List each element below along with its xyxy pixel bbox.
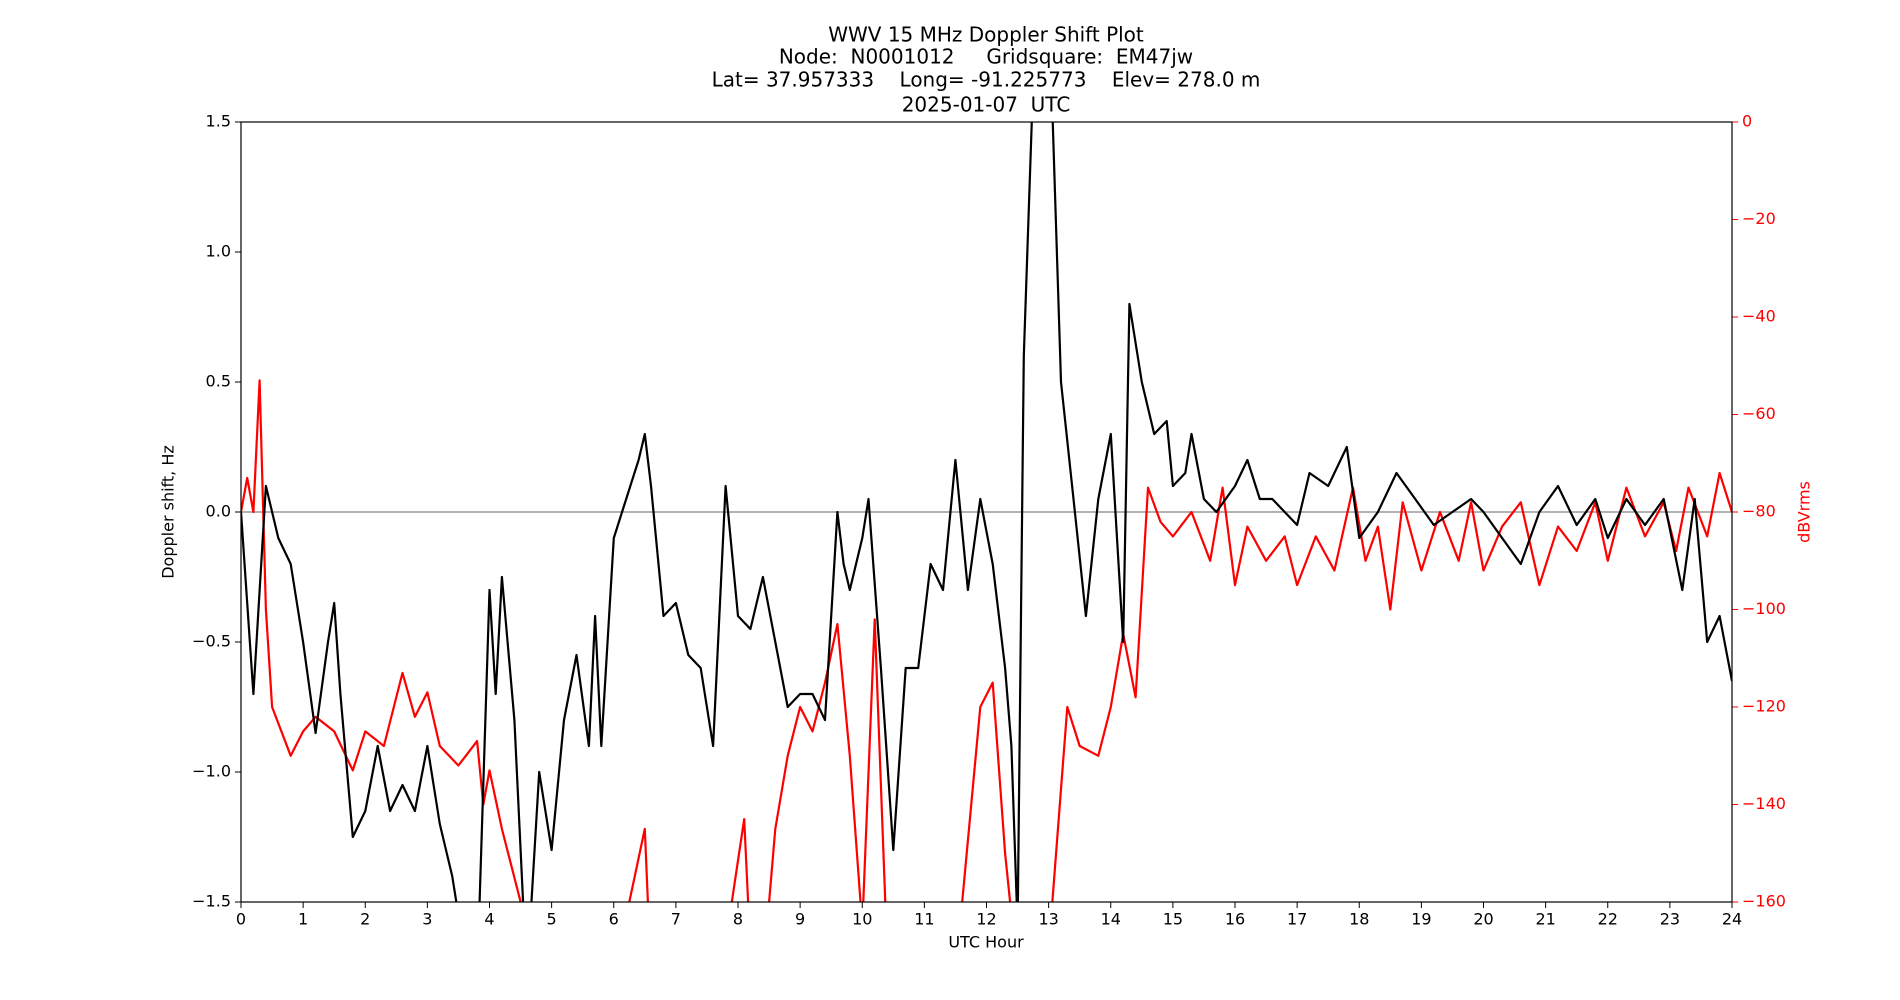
x-tick-label: 12 bbox=[976, 910, 996, 929]
x-tick-label: 14 bbox=[1101, 910, 1121, 929]
chart-subtitle: 2025-01-07 UTC bbox=[902, 93, 1071, 117]
x-tick-label: 4 bbox=[484, 910, 494, 929]
chart-title: WWV 15 MHz Doppler Shift Plot bbox=[828, 23, 1144, 47]
y-tick-label: 1.5 bbox=[206, 112, 231, 131]
y2-tick-label: 0 bbox=[1742, 112, 1752, 131]
x-axis-label: UTC Hour bbox=[948, 933, 1024, 952]
chart-subtitle: Node: N0001012 Gridsquare: EM47jw bbox=[779, 45, 1193, 69]
data-line bbox=[241, 122, 1732, 902]
x-tick-label: 20 bbox=[1473, 910, 1493, 929]
chart-subtitle: Lat= 37.957333 Long= -91.225773 Elev= 27… bbox=[712, 68, 1261, 92]
x-tick-label: 3 bbox=[422, 910, 432, 929]
y2-tick-label: −160 bbox=[1742, 892, 1786, 911]
y-tick-label: −1.5 bbox=[192, 892, 231, 911]
plot-frame bbox=[240, 121, 1733, 903]
x-tick-label: 17 bbox=[1287, 910, 1307, 929]
y-tick-label: −1.0 bbox=[192, 762, 231, 781]
x-tick-label: 24 bbox=[1722, 910, 1742, 929]
y-tick-label: 1.0 bbox=[206, 242, 231, 261]
x-tick-label: 22 bbox=[1598, 910, 1618, 929]
y2-tick-label: −60 bbox=[1742, 404, 1776, 423]
y2-tick-label: −40 bbox=[1742, 307, 1776, 326]
x-tick-label: 2 bbox=[360, 910, 370, 929]
x-tick-label: 5 bbox=[547, 910, 557, 929]
x-tick-label: 13 bbox=[1038, 910, 1058, 929]
x-tick-label: 9 bbox=[795, 910, 805, 929]
y2-axis-label: dBVrms bbox=[1795, 481, 1814, 543]
y2-tick-label: −100 bbox=[1742, 599, 1786, 618]
x-tick-label: 21 bbox=[1535, 910, 1555, 929]
y-tick-label: −0.5 bbox=[192, 632, 231, 651]
y2-tick-label: −140 bbox=[1742, 794, 1786, 813]
x-tick-label: 8 bbox=[733, 910, 743, 929]
x-tick-label: 16 bbox=[1225, 910, 1245, 929]
y2-tick-label: −80 bbox=[1742, 502, 1776, 521]
x-tick-label: 15 bbox=[1163, 910, 1183, 929]
x-tick-label: 10 bbox=[852, 910, 872, 929]
data-line bbox=[241, 379, 1732, 902]
x-tick-label: 18 bbox=[1349, 910, 1369, 929]
x-tick-label: 7 bbox=[671, 910, 681, 929]
y2-tick-label: −120 bbox=[1742, 697, 1786, 716]
x-tick-label: 23 bbox=[1660, 910, 1680, 929]
y-tick-label: 0.0 bbox=[206, 502, 231, 521]
plot-area bbox=[241, 122, 1732, 902]
x-tick-label: 19 bbox=[1411, 910, 1431, 929]
x-tick-label: 1 bbox=[298, 910, 308, 929]
y-axis-label: Doppler shift, Hz bbox=[159, 445, 178, 579]
x-tick-label: 6 bbox=[609, 910, 619, 929]
x-tick-label: 0 bbox=[236, 910, 246, 929]
y2-tick-label: −20 bbox=[1742, 209, 1776, 228]
x-tick-label: 11 bbox=[914, 910, 934, 929]
y-tick-label: 0.5 bbox=[206, 372, 231, 391]
